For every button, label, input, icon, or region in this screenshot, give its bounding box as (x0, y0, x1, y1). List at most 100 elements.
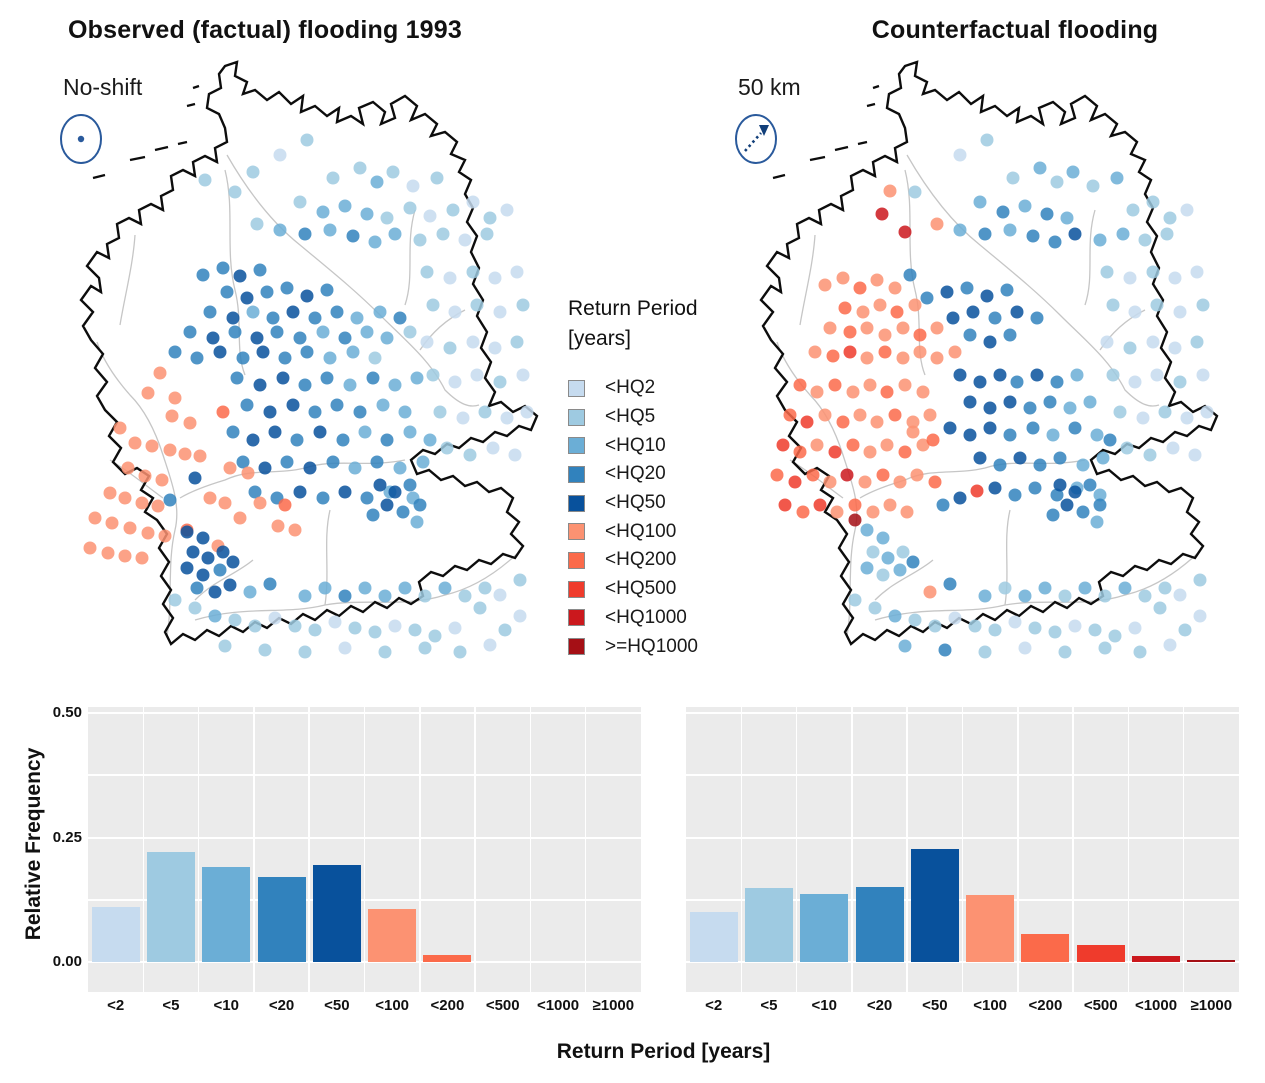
gauge-dot (508, 448, 522, 462)
gauge-dot (860, 561, 874, 575)
gauge-dot (980, 133, 994, 147)
gauge-dot (323, 351, 337, 365)
gauge-dot (1110, 171, 1124, 185)
gauge-dot (953, 223, 967, 237)
x-tick-label: <1000 (1134, 997, 1178, 1014)
gauge-dot (373, 478, 387, 492)
gauge-dot (830, 505, 844, 519)
gauge-dot (368, 625, 382, 639)
gauge-dot (308, 405, 322, 419)
gauge-dot (1150, 368, 1164, 382)
gauge-dot (330, 398, 344, 412)
gauge-dot (358, 581, 372, 595)
gauge-dot (1050, 488, 1064, 502)
gauge-dot (1106, 368, 1120, 382)
x-tick-label: <100 (375, 997, 410, 1014)
v-gridline (253, 707, 255, 992)
gauge-dot (978, 645, 992, 659)
gauge-dot (1190, 335, 1204, 349)
gauge-dot (398, 405, 412, 419)
x-tick-label: <50 (324, 997, 350, 1014)
gauge-dot (1168, 341, 1182, 355)
gauge-dot (1090, 515, 1104, 529)
gauge-dot (513, 573, 527, 587)
gauge-dot (258, 461, 272, 475)
gauge-dot (863, 378, 877, 392)
gauge-dot (1048, 235, 1062, 249)
gauge-dot (970, 484, 984, 498)
gauge-dot (1093, 498, 1107, 512)
gauge-dot (1088, 623, 1102, 637)
gauge-dot (88, 511, 102, 525)
gauge-dot (278, 351, 292, 365)
gauge-dot (1046, 428, 1060, 442)
gauge-dot (226, 425, 240, 439)
gauge-dot (980, 289, 994, 303)
gauge-dot (858, 475, 872, 489)
gauge-dot (1086, 179, 1100, 193)
gauge-dot (483, 211, 497, 225)
gauge-dot (201, 551, 215, 565)
gauge-dot (226, 311, 240, 325)
gauge-dot (368, 235, 382, 249)
germany-outline (79, 60, 539, 646)
gauge-dot (223, 461, 237, 475)
gauge-dot (936, 498, 950, 512)
x-tick-label: <200 (430, 997, 465, 1014)
gauge-dot (870, 273, 884, 287)
gauge-dot (883, 184, 897, 198)
gauge-dot (788, 475, 802, 489)
no-shift-label: No-shift (63, 74, 143, 100)
legend-items: <HQ2 <HQ5 <HQ10 <HQ20 <HQ50 <HQ100 <HQ200 <HQ50… (568, 374, 748, 661)
gauge-dot (783, 408, 797, 422)
gauge-dot (940, 285, 954, 299)
river-line (179, 459, 406, 499)
gauge-dot (968, 619, 982, 633)
gauge-dot (473, 601, 487, 615)
v-gridline (529, 707, 532, 992)
gauge-dot (1193, 573, 1207, 587)
gauge-dot (1098, 589, 1112, 603)
gauge-dot (388, 227, 402, 241)
gauge-dot (1013, 451, 1027, 465)
gauge-dot (320, 283, 334, 297)
v-gridline (197, 707, 200, 992)
gauge-dot (828, 378, 842, 392)
gauge-dot (256, 345, 270, 359)
gauge-dot (838, 301, 852, 315)
gauge-dot (510, 335, 524, 349)
gauge-dot (770, 468, 784, 482)
gauge-dot (1033, 458, 1047, 472)
gauge-dot (1026, 229, 1040, 243)
gauge-dot (873, 298, 887, 312)
histogram-bar-<10 (202, 867, 251, 962)
island-mark (866, 102, 876, 108)
gauge-dot (113, 421, 127, 435)
gauge-dot (1003, 428, 1017, 442)
gauge-dot (123, 521, 137, 535)
gauge-dot (270, 325, 284, 339)
gauge-dot (293, 331, 307, 345)
legend-swatch (568, 609, 585, 627)
gauge-dot (316, 205, 330, 219)
gauge-dot (973, 375, 987, 389)
x-tick-label: <5 (760, 997, 778, 1014)
gauge-dot (486, 441, 500, 455)
gauge-dot (483, 638, 497, 652)
gauge-dot (420, 265, 434, 279)
gauge-dot (920, 291, 934, 305)
gauge-dot (418, 589, 432, 603)
gauge-dot (236, 455, 250, 469)
v-gridline (851, 707, 853, 992)
histogram-bar-≥1000 (1187, 960, 1236, 962)
gauge-dot (1053, 451, 1067, 465)
gauge-dot (186, 545, 200, 559)
gauge-dot (440, 441, 454, 455)
gauge-dot (896, 351, 910, 365)
gauge-dot (1083, 478, 1097, 492)
gauge-dot (83, 541, 97, 555)
gauge-dot (446, 203, 460, 217)
histogram-bar-<2 (91, 907, 140, 962)
gauge-dot (778, 498, 792, 512)
gauge-dot (1173, 305, 1187, 319)
